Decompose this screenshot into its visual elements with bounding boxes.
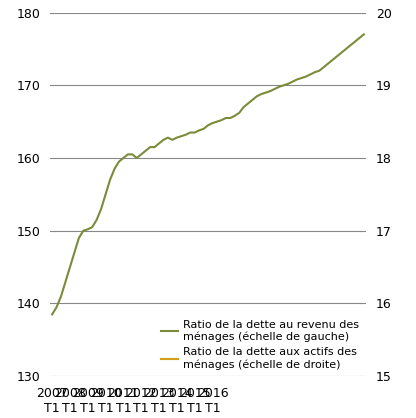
Text: T1: T1 bbox=[116, 402, 131, 415]
Text: T1: T1 bbox=[187, 402, 203, 415]
Ratio de la dette au revenu des
ménages (échelle de gauche) bbox=[166, 135, 171, 140]
Text: T1: T1 bbox=[62, 402, 78, 415]
Ratio de la dette au revenu des
ménages (échelle de gauche) bbox=[139, 152, 144, 157]
Ratio de la dette au revenu des
ménages (échelle de gauche) bbox=[50, 312, 54, 317]
Legend: Ratio de la dette au revenu des
ménages (échelle de gauche), Ratio de la dette a: Ratio de la dette au revenu des ménages … bbox=[157, 315, 364, 374]
Text: T1: T1 bbox=[169, 402, 185, 415]
Ratio de la dette au revenu des
ménages (échelle de gauche) bbox=[362, 32, 366, 37]
Text: T1: T1 bbox=[205, 402, 220, 415]
Text: 2009: 2009 bbox=[72, 387, 104, 400]
Text: 2008: 2008 bbox=[54, 387, 86, 400]
Ratio de la dette au revenu des
ménages (échelle de gauche) bbox=[237, 110, 242, 115]
Text: T1: T1 bbox=[151, 402, 167, 415]
Text: 2013: 2013 bbox=[143, 387, 175, 400]
Text: T1: T1 bbox=[134, 402, 149, 415]
Line: Ratio de la dette au revenu des
ménages (échelle de gauche): Ratio de la dette au revenu des ménages … bbox=[52, 34, 364, 314]
Text: T1: T1 bbox=[98, 402, 114, 415]
Ratio de la dette au revenu des
ménages (échelle de gauche) bbox=[201, 126, 206, 131]
Text: 2016: 2016 bbox=[197, 387, 228, 400]
Text: T1: T1 bbox=[80, 402, 96, 415]
Text: 2012: 2012 bbox=[125, 387, 157, 400]
Text: T1: T1 bbox=[45, 402, 60, 415]
Ratio de la dette au revenu des
ménages (échelle de gauche) bbox=[344, 46, 349, 51]
Text: 2007: 2007 bbox=[36, 387, 68, 400]
Ratio de la dette au revenu des
ménages (échelle de gauche) bbox=[59, 294, 64, 299]
Text: 2014: 2014 bbox=[161, 387, 193, 400]
Text: 2011: 2011 bbox=[108, 387, 139, 400]
Text: 2015: 2015 bbox=[179, 387, 210, 400]
Text: 2010: 2010 bbox=[90, 387, 121, 400]
